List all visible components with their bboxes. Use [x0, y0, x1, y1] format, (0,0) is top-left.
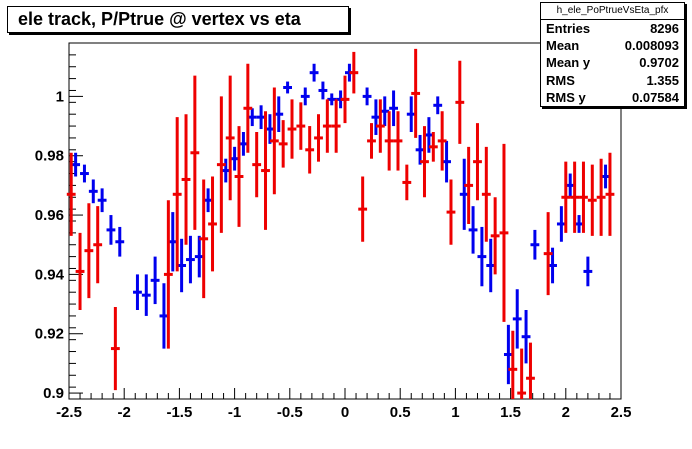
- x-tick-label: 2.5: [611, 404, 632, 421]
- stats-row-entries: Entries 8296: [541, 20, 684, 37]
- y-tick-label: 0.92: [35, 326, 64, 343]
- y-tick-label: 0.98: [35, 148, 64, 165]
- x-tick-label: 1: [451, 404, 459, 421]
- x-tick-label: -1: [228, 404, 241, 421]
- stats-label: RMS y: [546, 89, 586, 105]
- x-tick-label: -1.5: [166, 404, 192, 421]
- stats-label: Entries: [546, 21, 591, 36]
- x-tick-label: -0.5: [277, 404, 303, 421]
- stats-value: 0.008093: [624, 38, 679, 54]
- stats-label: RMS: [546, 72, 575, 88]
- y-tick-label: 0.9: [43, 385, 64, 402]
- stats-value: 1.355: [646, 72, 679, 88]
- stats-box: h_ele_PoPtrueVsEta_pfx Entries 8296 Mean…: [540, 2, 685, 107]
- x-tick-label: 0: [341, 404, 349, 421]
- x-tick-label: -2: [118, 404, 131, 421]
- stats-row-mean-y: Mean y 0.9702: [541, 54, 684, 71]
- stats-row-mean: Mean 0.008093: [541, 37, 684, 54]
- x-tick-label: 1.5: [500, 404, 521, 421]
- stats-label: Mean y: [546, 55, 591, 71]
- stats-value: 8296: [650, 21, 679, 36]
- x-tick-label: 0.5: [390, 404, 411, 421]
- y-tick-label: 0.96: [35, 207, 64, 224]
- stats-row-rms-y: RMS y 0.07584: [541, 89, 684, 106]
- stats-label: Mean: [546, 38, 580, 54]
- stats-value: 0.9702: [639, 55, 679, 71]
- chart-title-box: ele track, P/Ptrue @ vertex vs eta: [7, 6, 349, 33]
- y-tick-label: 1: [56, 88, 64, 105]
- x-tick-label: 2: [562, 404, 570, 421]
- x-tick-label: -2.5: [56, 404, 82, 421]
- stats-name: h_ele_PoPtrueVsEta_pfx: [541, 3, 684, 20]
- stats-value: 0.07584: [632, 89, 679, 105]
- y-tick-label: 0.94: [35, 266, 65, 283]
- chart-title: ele track, P/Ptrue @ vertex vs eta: [18, 9, 301, 29]
- stats-row-rms: RMS 1.355: [541, 72, 684, 89]
